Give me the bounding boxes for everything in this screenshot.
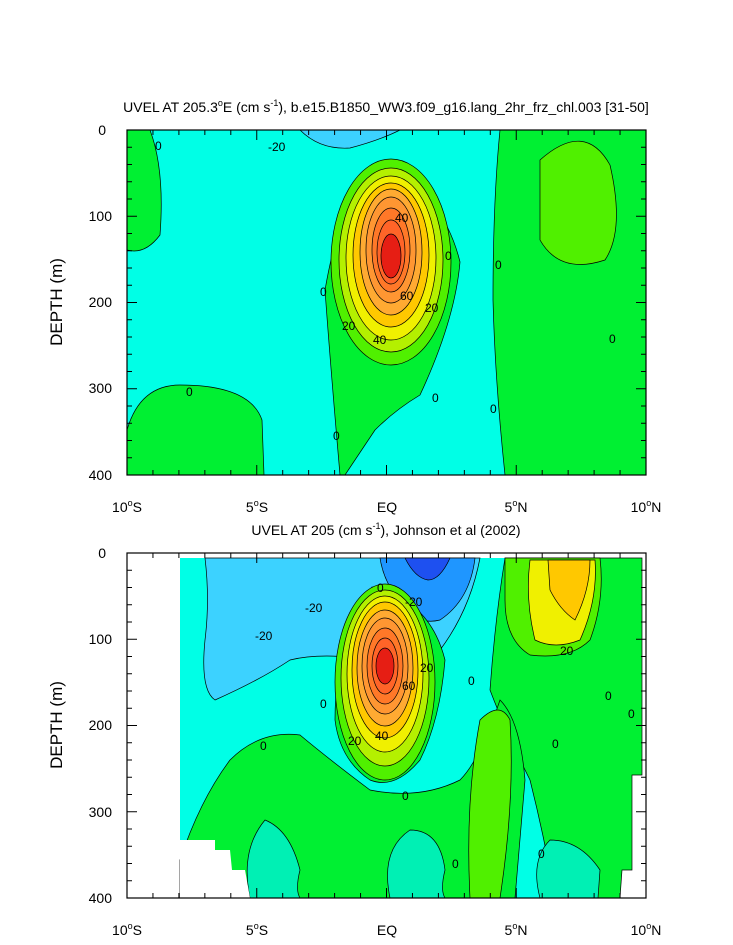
east-subsurface-max-region [539,140,617,265]
surface-westward-region [299,130,401,149]
contour-label: 0 [538,847,545,861]
panel-1: UVEL AT 205.3oE (cm s-1), b.e15.B1850_WW… [47,98,661,515]
y-tick-label: 400 [89,467,113,483]
necc-max [547,559,591,621]
panel-2-title: UVEL AT 205 (cm s-1), Johnson et al (200… [251,521,520,538]
panel-1-contour-labels: 0 -20 40 0 0 60 20 0 20 40 0 0 0 0 0 [155,139,616,443]
panel-1-title: UVEL AT 205.3oE (cm s-1), b.e15.B1850_WW… [123,98,649,115]
y-tick-label: 300 [89,380,113,396]
contour-label: 0 [495,258,502,272]
x-tick-label: 10oS [112,498,142,515]
contour-label: -20 [405,595,423,609]
strongest-westward-region [404,557,451,581]
panel-2-contour-field: -20 -20 0 -20 20 60 20 40 20 0 0 0 0 0 0… [179,557,643,898]
y-tick-label: 300 [89,804,113,820]
panel-2-contour-labels: -20 -20 0 -20 20 60 20 40 20 0 0 0 0 0 0… [255,581,635,871]
x-tick-label: 5oN [505,498,528,515]
contour-label: 0 [377,581,384,595]
panel-2-ticks [126,552,647,899]
y-tick-label: 400 [89,890,113,906]
missing-data-mask [180,840,250,898]
y-tick-label: 0 [98,122,106,138]
y-tick-label: 200 [89,717,113,733]
contour-label: 20 [425,301,439,315]
contour-label: 0 [605,689,612,703]
x-tick-label: 10oS [112,921,142,938]
west-upper-eastward-region [127,130,162,252]
panel-1-contour-field: 0 -20 40 0 0 60 20 0 20 40 0 0 0 0 0 [127,130,646,475]
panel-2-y-axis-label: DEPTH (m) [47,681,66,769]
deep-aqua-2 [387,829,446,898]
deep-aqua-3 [536,839,601,898]
panel-1-y-tick-labels: 0 100 200 300 400 [89,122,113,483]
contour-label: 40 [395,211,409,225]
panel-1-euc-core [330,158,452,366]
x-tick-label: 10oN [631,921,662,938]
x-tick-label: EQ [377,922,397,938]
contour-label: 0 [320,697,327,711]
contour-label: 0 [260,739,267,753]
y-tick-label: 200 [89,294,113,310]
y-tick-label: 100 [89,208,113,224]
contour-label: 60 [400,289,414,303]
x-tick-label: 5oS [246,921,268,938]
contour-label: 0 [333,429,340,443]
panel-1-x-tick-labels: 10oS 5oS EQ 5oN 10oN [112,498,661,515]
contour-label: 0 [628,707,635,721]
panel-2-y-tick-labels: 0 100 200 300 400 [89,545,113,906]
contour-label: 20 [560,644,574,658]
y-tick-label: 0 [98,545,106,561]
panel-2-euc-core [334,583,436,781]
panel-1-y-axis-label: DEPTH (m) [47,258,66,346]
contour-label: -20 [268,140,286,154]
contour-label: -20 [255,629,273,643]
panel-2: UVEL AT 205 (cm s-1), Johnson et al (200… [47,521,661,938]
contour-label: -20 [305,601,323,615]
x-tick-label: 10oN [631,498,662,515]
contour-label: 20 [420,661,434,675]
contour-label: 0 [552,737,559,751]
contour-label: 0 [186,385,193,399]
deep-jet-region [468,709,512,898]
contour-label: 0 [402,789,409,803]
contour-label: 40 [375,729,389,743]
deep-aqua-1 [246,819,301,898]
contour-label: 0 [468,674,475,688]
panel-1-ticks [126,129,647,476]
x-tick-label: EQ [377,499,397,515]
y-tick-label: 100 [89,631,113,647]
contour-label: 0 [445,249,452,263]
contour-label: 60 [402,679,416,693]
contour-label: 0 [155,139,162,153]
contour-label: 20 [348,734,362,748]
west-deep-eastward-region [127,384,265,475]
contour-label: 0 [452,857,459,871]
contour-label: 0 [490,402,497,416]
x-tick-label: 5oS [246,498,268,515]
contour-label: 20 [342,319,356,333]
contour-label: 0 [320,285,327,299]
panel-2-x-tick-labels: 10oS 5oS EQ 5oN 10oN [112,921,661,938]
contour-label: 40 [373,333,387,347]
contour-label: 0 [432,391,439,405]
x-tick-label: 5oN [505,921,528,938]
contour-label: 0 [609,332,616,346]
